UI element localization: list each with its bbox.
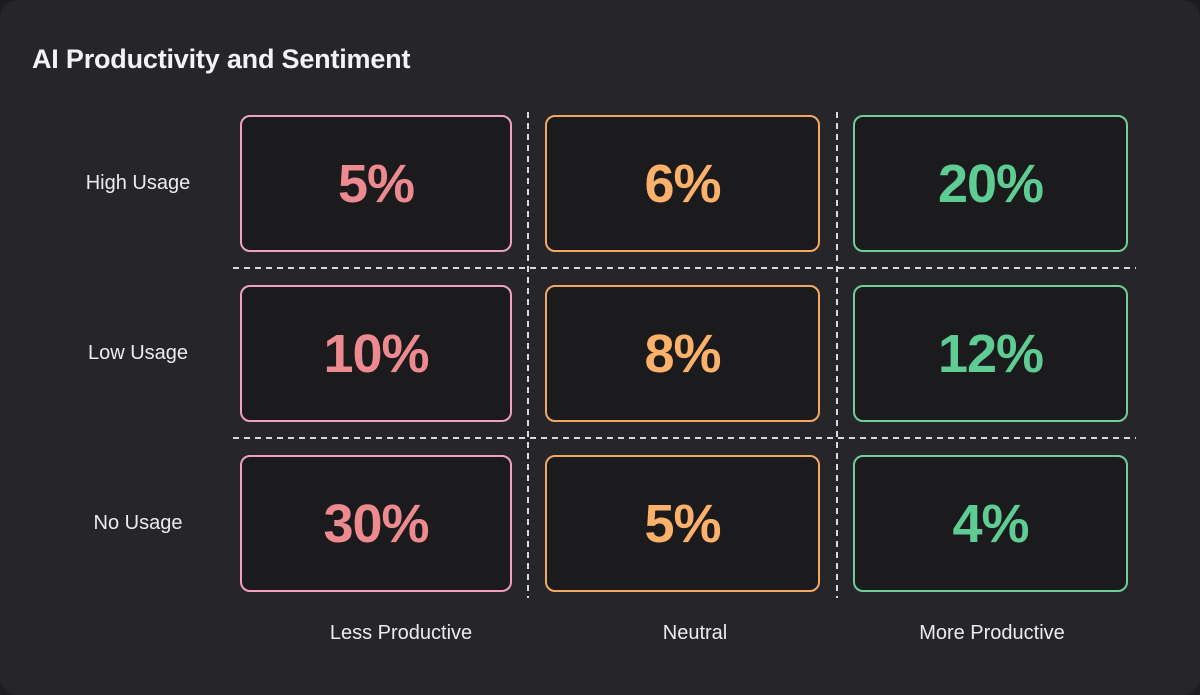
column-label-neutral: Neutral bbox=[662, 622, 728, 644]
cell-value: 4% bbox=[952, 493, 1029, 554]
cell-value: 12% bbox=[937, 323, 1044, 384]
matrix-cell-no-usage-neutral: 5% bbox=[545, 455, 820, 592]
column-separator-line bbox=[527, 112, 529, 598]
cell-value: 5% bbox=[337, 153, 415, 214]
cell-value: 30% bbox=[323, 493, 429, 554]
row-separator-line bbox=[233, 267, 1136, 269]
cell-value: 20% bbox=[937, 153, 1044, 214]
cell-value: 5% bbox=[644, 493, 721, 554]
row-label-low-usage: Low Usage bbox=[87, 342, 189, 364]
matrix-cell-high-usage-less-productive: 5% bbox=[240, 115, 512, 252]
matrix-cell-low-usage-less-productive: 10% bbox=[240, 285, 512, 422]
matrix-cell-high-usage-more-productive: 20% bbox=[853, 115, 1128, 252]
matrix-cell-no-usage-more-productive: 4% bbox=[853, 455, 1128, 592]
column-label-more-productive: More Productive bbox=[919, 622, 1065, 644]
row-label-high-usage: High Usage bbox=[85, 172, 191, 194]
cell-value: 8% bbox=[644, 323, 721, 384]
matrix-cell-high-usage-neutral: 6% bbox=[545, 115, 820, 252]
cell-value: 6% bbox=[644, 153, 721, 214]
chart-title: AI Productivity and Sentiment bbox=[32, 44, 411, 74]
column-separator-line bbox=[836, 112, 838, 598]
cell-value: 10% bbox=[323, 323, 429, 384]
matrix-cell-low-usage-more-productive: 12% bbox=[853, 285, 1128, 422]
matrix-cell-no-usage-less-productive: 30% bbox=[240, 455, 512, 592]
row-label-no-usage: No Usage bbox=[93, 512, 183, 534]
row-separator-line bbox=[233, 437, 1136, 439]
matrix-cell-low-usage-neutral: 8% bbox=[545, 285, 820, 422]
column-label-less-productive: Less Productive bbox=[329, 622, 473, 644]
